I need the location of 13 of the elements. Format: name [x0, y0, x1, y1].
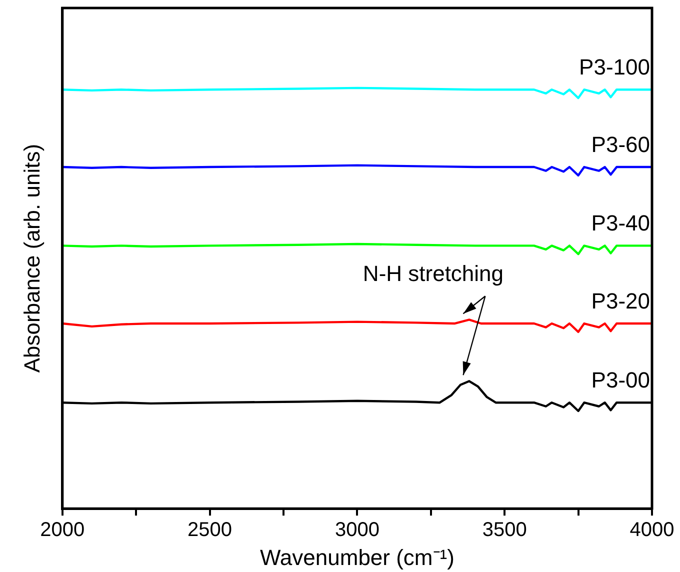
- x-axis-title: Wavenumber (cm⁻¹): [260, 544, 454, 570]
- x-tick-label: 3500: [482, 519, 527, 542]
- series-label: P3-00: [591, 368, 650, 393]
- x-tick-label: 2000: [40, 519, 85, 542]
- series-label: P3-60: [591, 132, 650, 158]
- y-axis-title: Absorbance (arb. units): [19, 144, 44, 373]
- x-tick-label: 3000: [334, 519, 380, 542]
- annotation: N-H stretching: [362, 261, 504, 286]
- x-tick-label: 4000: [630, 519, 674, 542]
- x-tick-label: 2500: [188, 519, 232, 542]
- series-label: P3-20: [591, 288, 650, 314]
- series-label: P3-40: [591, 210, 650, 236]
- series-label: P3-100: [579, 54, 650, 80]
